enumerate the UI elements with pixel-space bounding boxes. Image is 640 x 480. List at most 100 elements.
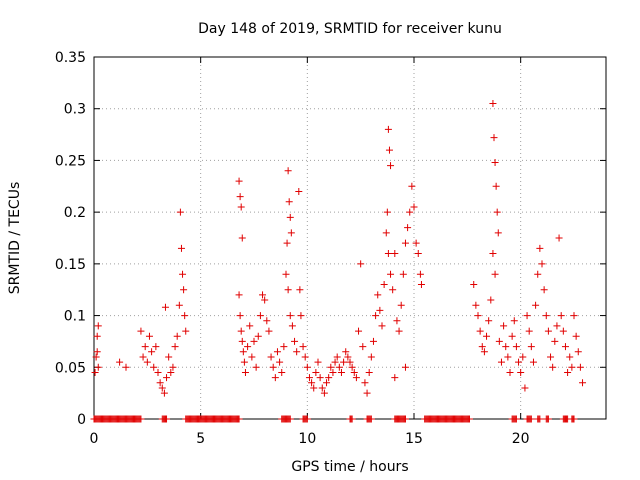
x-tick-label: 5 xyxy=(196,431,205,447)
data-point xyxy=(150,363,158,371)
data-point xyxy=(92,353,100,361)
data-point xyxy=(401,239,409,247)
y-tick-label: 0.2 xyxy=(64,205,86,221)
data-point xyxy=(474,312,482,320)
data-point xyxy=(173,332,181,340)
y-tick-label: 0.3 xyxy=(64,102,86,118)
data-point xyxy=(331,358,339,366)
data-point xyxy=(495,337,503,345)
data-point xyxy=(116,358,124,366)
data-point xyxy=(282,270,290,278)
data-point xyxy=(283,239,291,247)
data-point xyxy=(286,213,294,221)
data-point xyxy=(490,134,498,142)
data-point xyxy=(387,270,395,278)
data-point xyxy=(335,363,343,371)
zero-data-point xyxy=(348,415,356,423)
data-point xyxy=(143,358,151,366)
zero-data-point xyxy=(465,415,473,423)
data-point xyxy=(284,167,292,175)
data-point xyxy=(320,389,328,397)
data-point xyxy=(359,343,367,351)
data-point xyxy=(493,208,501,216)
zero-data-point xyxy=(286,415,294,423)
data-point xyxy=(519,353,527,361)
x-tick-label: 20 xyxy=(512,431,530,447)
data-point xyxy=(383,208,391,216)
data-point xyxy=(256,312,264,320)
zero-value-markers xyxy=(90,415,578,423)
data-point xyxy=(387,162,395,170)
data-point xyxy=(572,332,580,340)
data-point xyxy=(512,343,520,351)
data-point xyxy=(122,363,130,371)
data-point xyxy=(238,234,246,242)
data-point xyxy=(357,260,365,268)
data-point xyxy=(141,343,149,351)
y-tick-label: 0 xyxy=(77,412,86,428)
data-point xyxy=(365,368,373,376)
data-point xyxy=(237,203,245,211)
data-point xyxy=(406,208,414,216)
data-point xyxy=(391,250,399,258)
data-point xyxy=(391,374,399,382)
data-point xyxy=(163,374,171,382)
x-tick-label: 15 xyxy=(405,431,423,447)
data-point xyxy=(152,343,160,351)
data-point xyxy=(489,250,497,258)
data-point xyxy=(367,353,375,361)
data-point xyxy=(318,384,326,392)
data-point xyxy=(376,306,384,314)
data-point xyxy=(555,234,563,242)
data-point xyxy=(169,363,177,371)
data-point xyxy=(504,353,512,361)
data-point xyxy=(350,368,358,376)
data-point xyxy=(291,337,299,345)
data-point xyxy=(299,343,307,351)
data-point xyxy=(508,332,516,340)
data-point xyxy=(288,322,296,330)
data-point xyxy=(483,332,491,340)
data-point xyxy=(410,203,418,211)
data-point xyxy=(538,260,546,268)
data-point xyxy=(235,291,243,299)
data-point xyxy=(485,317,493,325)
x-tick-label: 10 xyxy=(298,431,316,447)
data-point xyxy=(397,301,405,309)
data-point xyxy=(94,322,102,330)
data-point xyxy=(523,312,531,320)
data-point xyxy=(165,353,173,361)
data-point xyxy=(182,327,190,335)
data-point xyxy=(325,374,333,382)
data-point xyxy=(267,353,275,361)
data-point xyxy=(297,312,305,320)
data-point xyxy=(248,353,256,361)
data-point xyxy=(323,379,331,387)
data-point xyxy=(534,270,542,278)
data-point xyxy=(327,363,335,371)
y-tick-label: 0.1 xyxy=(64,309,86,325)
zero-data-point xyxy=(235,415,243,423)
data-point xyxy=(500,322,508,330)
data-point xyxy=(286,312,294,320)
zero-data-point xyxy=(570,415,578,423)
data-point xyxy=(492,182,500,190)
data-point xyxy=(340,358,348,366)
data-point xyxy=(470,281,478,289)
data-point xyxy=(237,327,245,335)
data-point xyxy=(263,317,271,325)
data-point xyxy=(570,312,578,320)
data-point xyxy=(158,384,166,392)
data-point xyxy=(557,312,565,320)
data-point xyxy=(414,250,422,258)
data-point xyxy=(389,286,397,294)
tick-layer: 0 0.05 0.1 0.15 0.2 0.25 0.3 0.35 0 5 10 15 20 xyxy=(55,50,606,447)
zero-data-point xyxy=(527,415,535,423)
data-point xyxy=(372,312,380,320)
data-point xyxy=(378,322,386,330)
data-point xyxy=(236,193,244,201)
data-point xyxy=(393,317,401,325)
data-point xyxy=(91,368,99,376)
chart-title: Day 148 of 2019, SRMTID for receiver kun… xyxy=(198,21,502,37)
